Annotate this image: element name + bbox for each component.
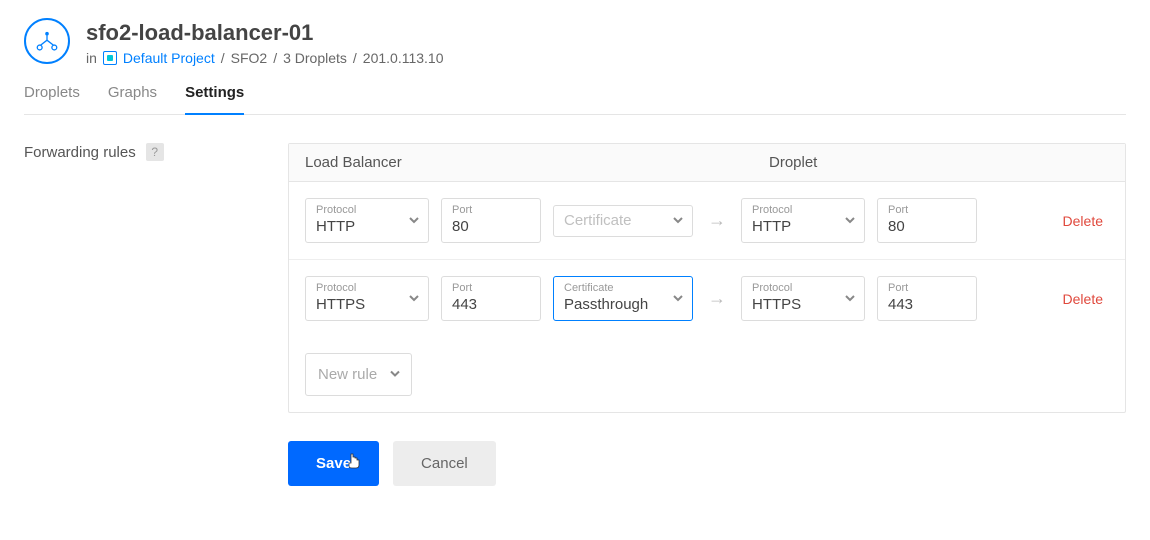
- breadcrumb-region: SFO2: [231, 50, 268, 66]
- field-label: Port: [888, 205, 966, 216]
- arrow-right-icon: →: [705, 210, 729, 231]
- rule-row: Protocol HTTPS Port 443 Certificate Pass…: [289, 260, 1125, 337]
- chevron-down-icon: [844, 213, 856, 229]
- field-label: Certificate: [564, 283, 662, 294]
- field-label: Protocol: [752, 205, 834, 216]
- tab-droplets[interactable]: Droplets: [24, 84, 80, 115]
- lb-certificate-select[interactable]: Certificate: [553, 205, 693, 237]
- field-value: 80: [888, 218, 966, 236]
- breadcrumb-ip: 201.0.113.10: [363, 50, 444, 66]
- field-value: HTTP: [752, 218, 834, 236]
- load-balancer-icon: [24, 18, 70, 64]
- lb-port-input[interactable]: Port 80: [441, 198, 541, 243]
- droplet-protocol-select[interactable]: Protocol HTTPS: [741, 276, 865, 321]
- field-value: HTTP: [316, 218, 398, 236]
- droplet-protocol-select[interactable]: Protocol HTTP: [741, 198, 865, 243]
- field-label: Protocol: [316, 205, 398, 216]
- field-value: 80: [452, 218, 530, 236]
- chevron-down-icon: [408, 213, 420, 229]
- panel-header: Load Balancer Droplet: [289, 144, 1125, 182]
- breadcrumb-prefix: in: [86, 50, 97, 66]
- arrow-right-icon: →: [705, 288, 729, 309]
- project-link[interactable]: Default Project: [123, 50, 215, 66]
- chevron-down-icon: [672, 213, 684, 229]
- panel-col-load-balancer: Load Balancer: [305, 154, 769, 171]
- field-label: Port: [452, 283, 530, 294]
- forwarding-rules-panel: Load Balancer Droplet Protocol HTTP Port…: [288, 143, 1126, 413]
- page-header: sfo2-load-balancer-01 in Default Project…: [24, 18, 1126, 66]
- lb-protocol-select[interactable]: Protocol HTTPS: [305, 276, 429, 321]
- chevron-down-icon: [408, 291, 420, 307]
- field-label: Port: [452, 205, 530, 216]
- field-label: Protocol: [752, 283, 834, 294]
- new-rule-select[interactable]: New rule: [305, 353, 412, 396]
- cancel-button[interactable]: Cancel: [393, 441, 496, 486]
- breadcrumb: in Default Project / SFO2 / 3 Droplets /…: [86, 50, 444, 66]
- project-icon: [103, 51, 117, 65]
- page-title: sfo2-load-balancer-01: [86, 20, 444, 46]
- field-value: Passthrough: [564, 296, 662, 314]
- help-icon[interactable]: ?: [146, 143, 164, 161]
- cancel-button-label: Cancel: [421, 455, 468, 472]
- field-value: Certificate: [564, 212, 662, 230]
- droplet-port-input[interactable]: Port 443: [877, 276, 977, 321]
- breadcrumb-droplets: 3 Droplets: [283, 50, 347, 66]
- tabs: Droplets Graphs Settings: [24, 84, 1126, 115]
- droplet-port-input[interactable]: Port 80: [877, 198, 977, 243]
- field-label: Protocol: [316, 283, 398, 294]
- tab-settings[interactable]: Settings: [185, 84, 244, 115]
- field-value: 443: [888, 296, 966, 314]
- panel-col-droplet: Droplet: [769, 154, 1109, 171]
- save-button-label: Save: [316, 455, 351, 472]
- lb-certificate-select[interactable]: Certificate Passthrough: [553, 276, 693, 321]
- delete-rule-link[interactable]: Delete: [1063, 291, 1103, 307]
- new-rule-label: New rule: [318, 366, 377, 383]
- field-value: HTTPS: [752, 296, 834, 314]
- chevron-down-icon: [389, 366, 401, 383]
- section-label: Forwarding rules: [24, 144, 136, 161]
- chevron-down-icon: [844, 291, 856, 307]
- tab-graphs[interactable]: Graphs: [108, 84, 157, 115]
- field-label: Port: [888, 283, 966, 294]
- chevron-down-icon: [672, 291, 684, 307]
- save-button[interactable]: Save: [288, 441, 379, 486]
- pointer-cursor-icon: [347, 453, 361, 472]
- rule-row: Protocol HTTP Port 80 Certificate → Prot…: [289, 182, 1125, 260]
- delete-rule-link[interactable]: Delete: [1063, 213, 1103, 229]
- lb-port-input[interactable]: Port 443: [441, 276, 541, 321]
- lb-protocol-select[interactable]: Protocol HTTP: [305, 198, 429, 243]
- field-value: 443: [452, 296, 530, 314]
- field-value: HTTPS: [316, 296, 398, 314]
